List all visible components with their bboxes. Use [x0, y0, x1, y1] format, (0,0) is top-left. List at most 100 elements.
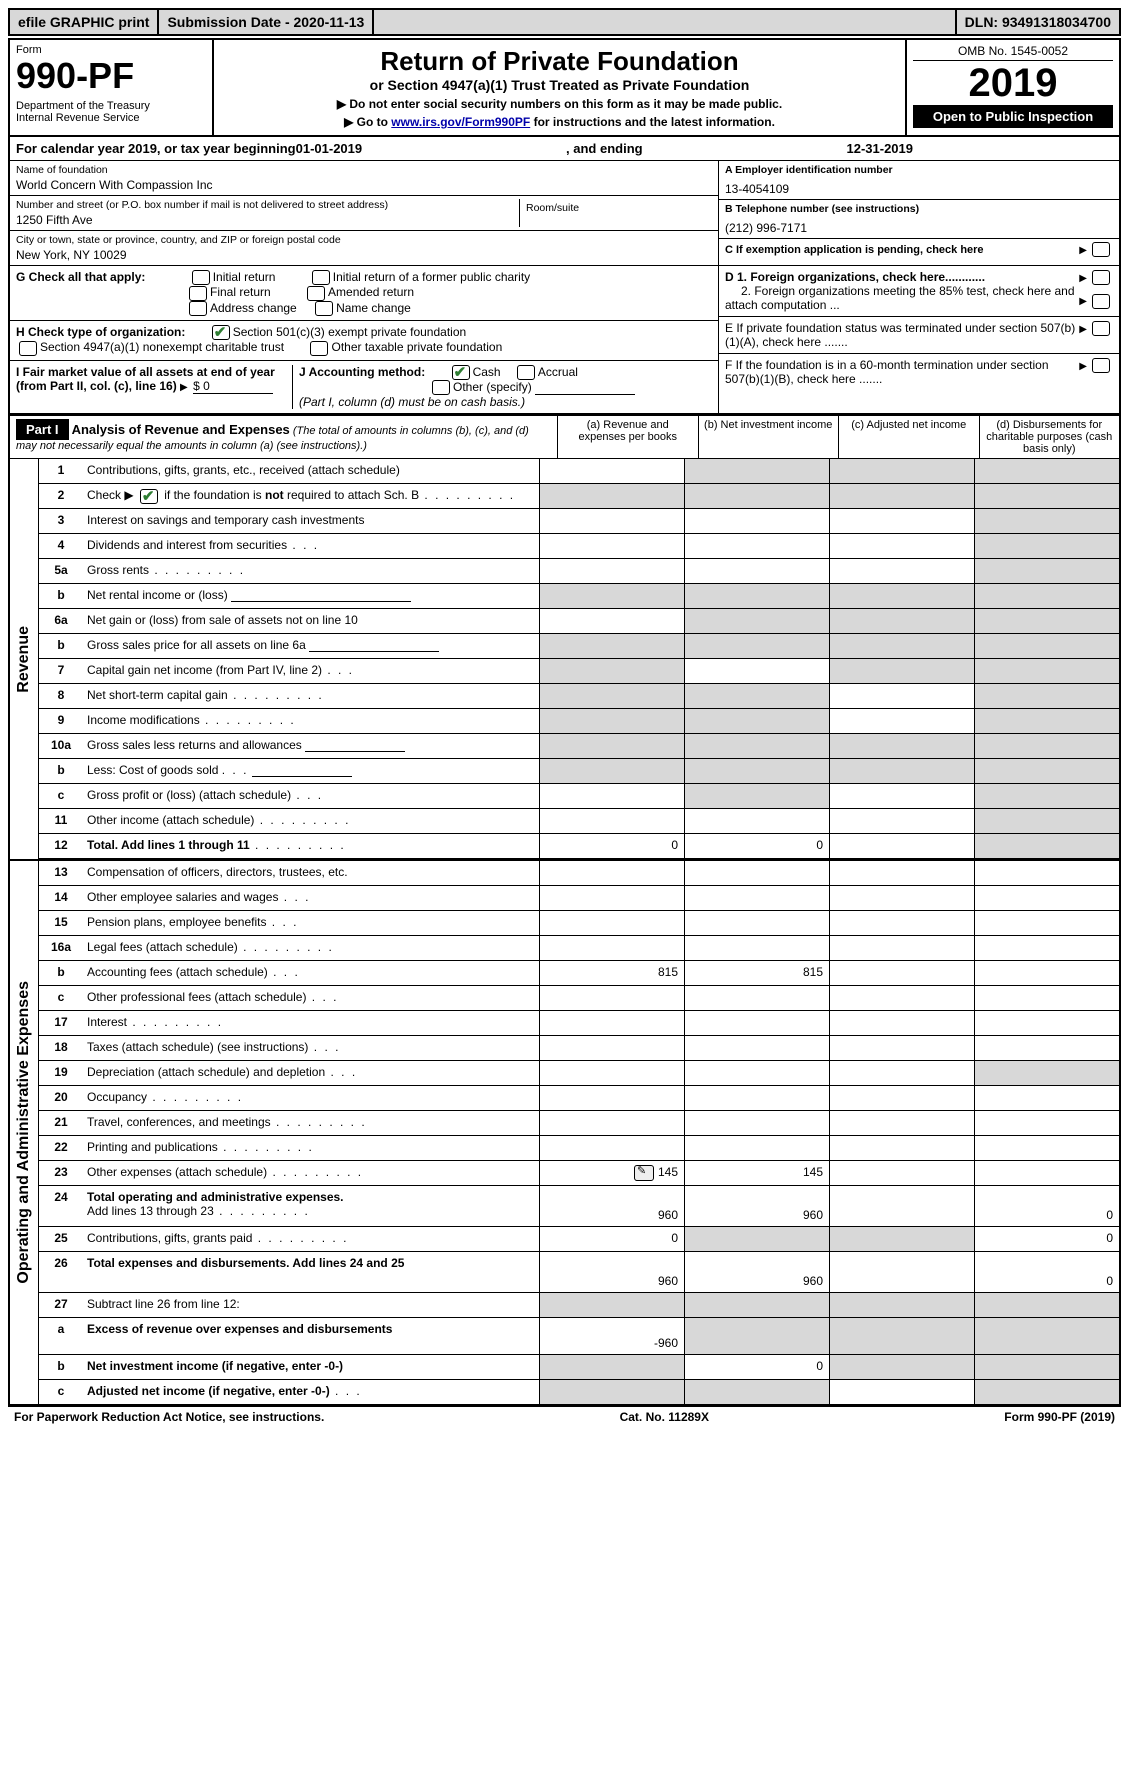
- line-6b: bGross sales price for all assets on lin…: [39, 634, 1119, 659]
- j-accrual-checkbox[interactable]: [517, 365, 535, 380]
- ein-value: 13-4054109: [725, 182, 1113, 196]
- g-initial-former-checkbox[interactable]: [312, 270, 330, 285]
- line-8: 8Net short-term capital gain: [39, 684, 1119, 709]
- line-16c: cOther professional fees (attach schedul…: [39, 986, 1119, 1011]
- j-other-line: [535, 382, 635, 395]
- d2-checkbox[interactable]: [1092, 294, 1110, 309]
- line-6a: 6aNet gain or (loss) from sale of assets…: [39, 609, 1119, 634]
- d1-checkbox[interactable]: [1092, 270, 1110, 285]
- suite-cell: Room/suite: [520, 199, 712, 227]
- part1-title: Analysis of Revenue and Expenses: [72, 422, 290, 437]
- e-checkbox[interactable]: [1092, 321, 1110, 336]
- ein-cell: A Employer identification number 13-4054…: [719, 161, 1119, 200]
- g-name-checkbox[interactable]: [315, 301, 333, 316]
- col-c-header: (c) Adjusted net income: [838, 416, 979, 458]
- address-main: Number and street (or P.O. box number if…: [16, 199, 520, 227]
- j-other-checkbox[interactable]: [432, 380, 450, 395]
- h-label: H Check type of organization:: [16, 325, 185, 339]
- line-27c: cAdjusted net income (if negative, enter…: [39, 1380, 1119, 1404]
- j-label: J Accounting method:: [299, 365, 425, 379]
- instr2-prefix: ▶ Go to: [344, 115, 391, 129]
- form-number: 990-PF: [16, 58, 206, 94]
- line-12: 12Total. Add lines 1 through 11 0 0: [39, 834, 1119, 859]
- col-a-header: (a) Revenue and expenses per books: [557, 416, 698, 458]
- name-label: Name of foundation: [16, 164, 712, 176]
- arrow-icon: [1079, 244, 1089, 256]
- expenses-label-text: Operating and Administrative Expenses: [15, 981, 33, 1284]
- h-4947-checkbox[interactable]: [19, 341, 37, 356]
- d-row: D 1. Foreign organizations, check here..…: [719, 266, 1119, 317]
- form-instr1: ▶ Do not enter social security numbers o…: [224, 97, 895, 111]
- h-other-checkbox[interactable]: [310, 341, 328, 356]
- g-initial-former: Initial return of a former public charit…: [333, 270, 530, 284]
- expenses-rows: 13Compensation of officers, directors, t…: [39, 861, 1119, 1404]
- expenses-side-label: Operating and Administrative Expenses: [10, 861, 39, 1404]
- form-container: Form 990-PF Department of the Treasury I…: [8, 38, 1121, 1406]
- cal-end: 12-31-2019: [847, 141, 914, 156]
- foundation-name: World Concern With Compassion Inc: [16, 178, 712, 192]
- j-cash-checkbox[interactable]: [452, 365, 470, 380]
- dln: DLN: 93491318034700: [957, 10, 1119, 34]
- g-address-checkbox[interactable]: [189, 301, 207, 316]
- cal-text1: For calendar year 2019, or tax year begi…: [16, 141, 296, 156]
- line-5a: 5aGross rents: [39, 559, 1119, 584]
- city-value: New York, NY 10029: [16, 248, 712, 262]
- revenue-rows: 1Contributions, gifts, grants, etc., rec…: [39, 459, 1119, 859]
- submission-date: Submission Date - 2020-11-13: [159, 10, 372, 34]
- arrow-icon: [1079, 358, 1089, 386]
- revenue-label-text: Revenue: [15, 626, 33, 693]
- c-checkbox[interactable]: [1092, 242, 1110, 257]
- f-label: F If the foundation is in a 60-month ter…: [725, 358, 1079, 386]
- g-amended: Amended return: [328, 285, 414, 299]
- h-501c3: Section 501(c)(3) exempt private foundat…: [233, 325, 466, 339]
- city-label: City or town, state or province, country…: [16, 234, 712, 246]
- line-14: 14Other employee salaries and wages: [39, 886, 1119, 911]
- dept-line1: Department of the Treasury: [16, 100, 206, 112]
- f-row: F If the foundation is in a 60-month ter…: [719, 354, 1119, 390]
- j-cash: Cash: [473, 365, 501, 379]
- line-24: 24Total operating and administrative exp…: [39, 1186, 1119, 1227]
- arrow-icon: [1079, 321, 1089, 349]
- d2-label: 2. Foreign organizations meeting the 85%…: [725, 284, 1075, 312]
- j-other: Other (specify): [453, 380, 532, 394]
- irs-link[interactable]: www.irs.gov/Form990PF: [391, 115, 530, 129]
- f-checkbox[interactable]: [1092, 358, 1110, 373]
- g-address: Address change: [210, 301, 297, 315]
- line-10b: bLess: Cost of goods sold: [39, 759, 1119, 784]
- footer-right: Form 990-PF (2019): [1004, 1410, 1115, 1424]
- attachment-icon[interactable]: [634, 1165, 654, 1181]
- form-header-mid: Return of Private Foundation or Section …: [214, 40, 905, 135]
- h-row: H Check type of organization: Section 50…: [10, 321, 718, 361]
- line-27b: bNet investment income (if negative, ent…: [39, 1355, 1119, 1380]
- header-spacer: [374, 10, 954, 34]
- g-initial-checkbox[interactable]: [192, 270, 210, 285]
- identity-left: Name of foundation World Concern With Co…: [10, 161, 718, 265]
- g-amended-checkbox[interactable]: [307, 286, 325, 301]
- line-1: 1Contributions, gifts, grants, etc., rec…: [39, 459, 1119, 484]
- line-22: 22Printing and publications: [39, 1136, 1119, 1161]
- line-7: 7Capital gain net income (from Part IV, …: [39, 659, 1119, 684]
- line-19: 19Depreciation (attach schedule) and dep…: [39, 1061, 1119, 1086]
- arrow-icon: [1079, 293, 1089, 307]
- cal-text2: , and ending: [362, 141, 846, 156]
- identity-block: Name of foundation World Concern With Co…: [10, 161, 1119, 266]
- line-27a: aExcess of revenue over expenses and dis…: [39, 1318, 1119, 1355]
- ij-row: I Fair market value of all assets at end…: [10, 361, 718, 414]
- g-final-checkbox[interactable]: [189, 286, 207, 301]
- form-header: Form 990-PF Department of the Treasury I…: [10, 40, 1119, 137]
- revenue-side-label: Revenue: [10, 459, 39, 859]
- line-10a: 10aGross sales less returns and allowanc…: [39, 734, 1119, 759]
- identity-right: A Employer identification number 13-4054…: [718, 161, 1119, 265]
- dept-line2: Internal Revenue Service: [16, 112, 206, 124]
- g-final: Final return: [210, 285, 271, 299]
- h-501c3-checkbox[interactable]: [212, 325, 230, 340]
- col-d-header: (d) Disbursements for charitable purpose…: [979, 416, 1120, 458]
- line-17: 17Interest: [39, 1011, 1119, 1036]
- tel-label: B Telephone number (see instructions): [725, 203, 1113, 215]
- tel-cell: B Telephone number (see instructions) (2…: [719, 200, 1119, 239]
- l2-checkbox[interactable]: [140, 489, 158, 504]
- h-other: Other taxable private foundation: [331, 340, 502, 354]
- c-label: C If exemption application is pending, c…: [725, 244, 1079, 256]
- g-label: G Check all that apply:: [16, 270, 145, 284]
- expenses-section: Operating and Administrative Expenses 13…: [10, 859, 1119, 1404]
